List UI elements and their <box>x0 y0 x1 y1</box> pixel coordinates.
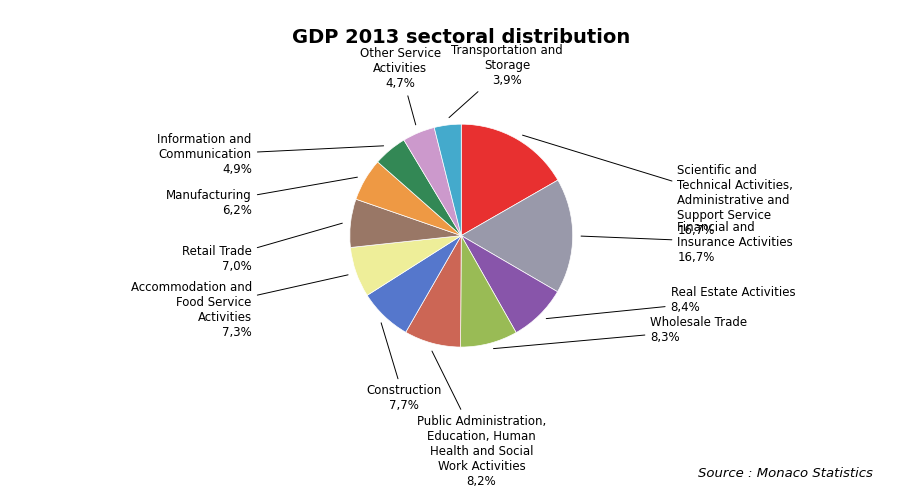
Wedge shape <box>350 199 461 248</box>
Text: Manufacturing
6,2%: Manufacturing 6,2% <box>166 177 357 217</box>
Text: Financial and
Insurance Activities
16,7%: Financial and Insurance Activities 16,7% <box>581 221 793 264</box>
Text: Transportation and
Storage
3,9%: Transportation and Storage 3,9% <box>449 44 563 118</box>
Wedge shape <box>461 236 557 332</box>
Text: Source : Monaco Statistics: Source : Monaco Statistics <box>698 467 873 480</box>
Wedge shape <box>378 140 461 235</box>
Wedge shape <box>461 236 517 347</box>
Wedge shape <box>404 128 461 236</box>
Text: Real Estate Activities
8,4%: Real Estate Activities 8,4% <box>546 286 796 318</box>
Text: Information and
Communication
4,9%: Information and Communication 4,9% <box>158 133 383 176</box>
Wedge shape <box>350 236 461 296</box>
Wedge shape <box>461 180 572 292</box>
Wedge shape <box>367 236 461 332</box>
Wedge shape <box>434 124 461 236</box>
Text: Retail Trade
7,0%: Retail Trade 7,0% <box>182 223 342 274</box>
Wedge shape <box>461 124 558 236</box>
Wedge shape <box>406 236 461 347</box>
Text: Accommodation and
Food Service
Activities
7,3%: Accommodation and Food Service Activitie… <box>130 275 348 339</box>
Text: Scientific and
Technical Activities,
Administrative and
Support Service
16,7%: Scientific and Technical Activities, Adm… <box>523 135 793 237</box>
Text: Other Service
Activities
4,7%: Other Service Activities 4,7% <box>360 48 441 125</box>
Title: GDP 2013 sectoral distribution: GDP 2013 sectoral distribution <box>292 28 630 48</box>
Wedge shape <box>356 162 461 236</box>
Text: Public Administration,
Education, Human
Health and Social
Work Activities
8,2%: Public Administration, Education, Human … <box>417 351 546 488</box>
Text: Wholesale Trade
8,3%: Wholesale Trade 8,3% <box>493 316 748 348</box>
Text: Construction
7,7%: Construction 7,7% <box>366 323 442 412</box>
